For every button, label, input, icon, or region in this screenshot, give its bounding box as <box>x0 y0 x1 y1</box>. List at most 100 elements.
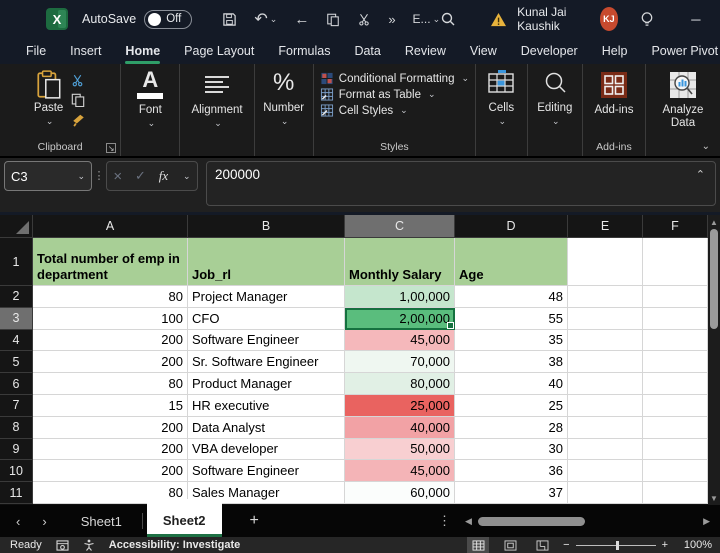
insert-function-button[interactable]: fx <box>159 168 168 184</box>
ribbon-tab-formulas[interactable]: Formulas <box>266 40 342 62</box>
cell-E6[interactable] <box>568 373 643 395</box>
cell-C6[interactable]: 80,000 <box>345 373 455 395</box>
zoom-in-button[interactable]: + <box>662 539 668 551</box>
cell-A7[interactable]: 15 <box>33 395 188 417</box>
maximize-button[interactable] <box>711 0 720 38</box>
save-button[interactable] <box>222 12 237 27</box>
alignment-group[interactable]: Alignment ⌄ <box>180 64 254 156</box>
cell-A9[interactable]: 200 <box>33 439 188 461</box>
cell-C4[interactable]: 45,000 <box>345 330 455 352</box>
cell-B6[interactable]: Product Manager <box>188 373 345 395</box>
cell-D2[interactable]: 48 <box>455 286 568 308</box>
cell-E5[interactable] <box>568 351 643 373</box>
accessibility-icon[interactable] <box>83 539 95 551</box>
ribbon-tab-home[interactable]: Home <box>113 40 172 62</box>
horizontal-scroll-thumb[interactable] <box>478 517 585 526</box>
cell-D9[interactable]: 30 <box>455 439 568 461</box>
row-header-2[interactable]: 2 <box>0 286 33 308</box>
formula-bar-splitter[interactable]: ⋮ <box>92 161 106 206</box>
cell-B5[interactable]: Sr. Software Engineer <box>188 351 345 373</box>
cell-D4[interactable]: 35 <box>455 330 568 352</box>
search-icon[interactable] <box>440 11 456 27</box>
cell-C5[interactable]: 70,000 <box>345 351 455 373</box>
cell-D6[interactable]: 40 <box>455 373 568 395</box>
cell-A10[interactable]: 200 <box>33 460 188 482</box>
cell-C1[interactable]: Monthly Salary <box>345 238 455 286</box>
clipboard-dialog-launcher-icon[interactable]: ↘ <box>106 143 116 153</box>
addins-button[interactable]: Add-ins <box>594 70 633 116</box>
cell-C2[interactable]: 1,00,000 <box>345 286 455 308</box>
cell-E7[interactable] <box>568 395 643 417</box>
format-painter-icon[interactable] <box>71 113 86 127</box>
cell-F11[interactable] <box>643 482 708 504</box>
cell-E3[interactable] <box>568 308 643 330</box>
cell-A3[interactable]: 100 <box>33 308 188 330</box>
column-header-A[interactable]: A <box>33 215 188 238</box>
qat-more-button[interactable]: » <box>388 12 395 27</box>
user-name[interactable]: Kunal Jai Kaushik <box>517 5 591 33</box>
cell-B8[interactable]: Data Analyst <box>188 417 345 439</box>
number-group[interactable]: % Number ⌄ <box>255 64 314 156</box>
ribbon-tab-file[interactable]: File <box>14 40 58 62</box>
copy-icon[interactable] <box>71 93 86 107</box>
scroll-up-icon[interactable]: ▲ <box>710 215 718 229</box>
cell-E9[interactable] <box>568 439 643 461</box>
zoom-out-button[interactable]: − <box>563 539 569 551</box>
cell-C7[interactable]: 25,000 <box>345 395 455 417</box>
cell-F1[interactable] <box>643 238 708 286</box>
cell-F10[interactable] <box>643 460 708 482</box>
column-header-D[interactable]: D <box>455 215 568 238</box>
redo-button[interactable]: ← <box>294 11 309 28</box>
cut-button[interactable] <box>357 12 371 27</box>
conditional-formatting-button[interactable]: Conditional Formatting⌄ <box>320 72 469 85</box>
cancel-entry-icon[interactable]: × <box>113 168 122 185</box>
collapse-formula-bar-icon[interactable]: ⌃ <box>696 168 705 181</box>
scroll-down-icon[interactable]: ▼ <box>710 491 718 505</box>
cell-B10[interactable]: Software Engineer <box>188 460 345 482</box>
cell-F5[interactable] <box>643 351 708 373</box>
cell-A2[interactable]: 80 <box>33 286 188 308</box>
ribbon-tab-insert[interactable]: Insert <box>58 40 113 62</box>
macro-record-icon[interactable] <box>56 540 69 551</box>
row-header-9[interactable]: 9 <box>0 439 33 461</box>
ribbon-tab-power-pivot[interactable]: Power Pivot <box>639 40 720 62</box>
cell-D7[interactable]: 25 <box>455 395 568 417</box>
cell-B4[interactable]: Software Engineer <box>188 330 345 352</box>
cell-A6[interactable]: 80 <box>33 373 188 395</box>
editing-group[interactable]: Editing ⌄ <box>528 64 583 156</box>
cell-B1[interactable]: Job_rl <box>188 238 345 286</box>
column-header-E[interactable]: E <box>568 215 643 238</box>
cell-A5[interactable]: 200 <box>33 351 188 373</box>
warning-icon[interactable] <box>490 12 507 27</box>
formula-input[interactable]: 200000 ⌃ <box>206 161 716 206</box>
row-header-10[interactable]: 10 <box>0 460 33 482</box>
qat-overflow-button[interactable]: E...⌄ <box>413 12 441 26</box>
cut-icon[interactable] <box>71 74 86 87</box>
select-all-corner[interactable] <box>0 215 33 238</box>
cell-B3[interactable]: CFO <box>188 308 345 330</box>
vertical-scroll-thumb[interactable] <box>710 229 718 329</box>
collapse-ribbon-icon[interactable]: ⌄ <box>702 141 710 152</box>
ribbon-tab-view[interactable]: View <box>458 40 509 62</box>
ribbon-tab-review[interactable]: Review <box>393 40 458 62</box>
undo-button[interactable]: ↶⌄ <box>254 9 277 29</box>
next-sheet-icon[interactable]: › <box>42 514 46 529</box>
normal-view-button[interactable] <box>467 537 489 553</box>
cell-E4[interactable] <box>568 330 643 352</box>
cell-C3[interactable]: 2,00,000 <box>345 308 455 330</box>
zoom-slider[interactable] <box>576 545 656 546</box>
cell-C10[interactable]: 45,000 <box>345 460 455 482</box>
cell-E1[interactable] <box>568 238 643 286</box>
cell-F3[interactable] <box>643 308 708 330</box>
column-header-C[interactable]: C <box>345 215 455 238</box>
ribbon-tab-developer[interactable]: Developer <box>509 40 590 62</box>
name-box-chevron-icon[interactable]: ⌄ <box>77 171 85 182</box>
cell-styles-button[interactable]: Cell Styles⌄ <box>320 104 408 117</box>
row-header-1[interactable]: 1 <box>0 238 33 286</box>
paste-button[interactable]: Paste ⌄ <box>34 70 63 127</box>
cell-C11[interactable]: 60,000 <box>345 482 455 504</box>
cell-E2[interactable] <box>568 286 643 308</box>
cells-group[interactable]: Cells ⌄ <box>476 64 528 156</box>
cell-D1[interactable]: Age <box>455 238 568 286</box>
cell-C9[interactable]: 50,000 <box>345 439 455 461</box>
